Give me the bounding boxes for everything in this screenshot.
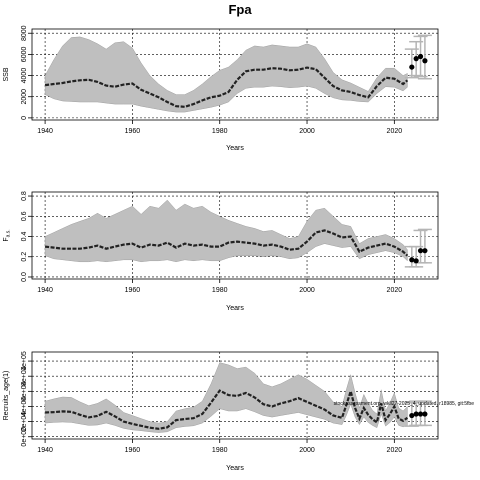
median-line: [44, 66, 409, 108]
x-tick-label: 1980: [212, 287, 228, 294]
y-tick-label: 2000: [21, 89, 28, 105]
panels: 1940 1960 1980 2000 2020 0 2000 4000 6000 8000 Yea…: [3, 25, 474, 472]
projection-point: [409, 412, 415, 419]
y-tick-label: 6000: [21, 47, 28, 63]
x-tick-label: 2000: [299, 128, 315, 135]
credit-annotation: stockassessment.org, wkll27-2025_4_updat…: [334, 401, 475, 407]
panel-1: 1940 1960 1980 2000 2020 0 2000 4000 6000 8000 Yea…: [3, 25, 439, 152]
x-tick-label: 1940: [37, 128, 53, 135]
projection-point: [409, 257, 415, 263]
x-tick-label: 2020: [387, 128, 403, 135]
median-line: [45, 387, 409, 430]
panel-2: 1940 1960 1980 2000 2020 0.0 0.2 0.4 0.6 0.8 Years…: [3, 191, 439, 312]
x-tick-label: 2020: [387, 447, 403, 454]
x-tick-label: 1980: [212, 128, 228, 135]
projection-point: [413, 56, 419, 62]
y-tick-label: 4e+04: [21, 397, 28, 417]
x-tick-label: 1940: [37, 287, 53, 294]
confidence-band: [44, 36, 408, 113]
y-tick-label: 2e+04: [21, 412, 28, 432]
x-tick-label: 1980: [212, 447, 228, 454]
y-tick-label: 8e+04: [21, 366, 28, 386]
projection-point: [413, 411, 419, 417]
x-tick-label: 1940: [37, 447, 53, 454]
x-axis-label: Years: [226, 465, 244, 472]
y-tick-label: 0.0: [21, 272, 28, 282]
y-tick-label: 0.2: [21, 252, 28, 262]
confidence-band: [44, 199, 408, 263]
x-tick-label: 1960: [125, 447, 141, 454]
y-tick-label: 0.8: [21, 191, 28, 201]
projection-point: [417, 248, 424, 254]
chart-title: Fpa: [228, 2, 252, 17]
x-axis-label: Years: [226, 305, 244, 312]
y-tick-label: 6e+04: [21, 381, 28, 401]
projection-point: [409, 64, 415, 70]
y-axis-label-subscript: a.s.: [6, 229, 12, 237]
plot-frame: [31, 191, 439, 280]
x-tick-label: 2000: [299, 447, 315, 454]
projection-point: [417, 53, 424, 60]
y-tick-label: 0.6: [21, 211, 28, 221]
x-tick-label: 2000: [299, 287, 315, 294]
projection-point: [422, 248, 428, 254]
plot-frame: [31, 28, 439, 121]
x-tick-label: 1960: [125, 287, 141, 294]
y-tick-label: 8000: [21, 25, 28, 41]
y-axis-label: SSB: [3, 67, 10, 81]
projection-point: [422, 58, 428, 64]
projection-point: [413, 258, 419, 264]
y-tick-label: 0e+00: [21, 427, 28, 447]
x-axis-label: Years: [226, 145, 244, 152]
projection-point: [417, 411, 424, 417]
y-tick-label: 4000: [21, 68, 28, 84]
y-tick-label: 0: [21, 116, 28, 120]
y-tick-label: 0.4: [21, 232, 28, 242]
x-tick-label: 2020: [387, 287, 403, 294]
y-axis-label: Fa.s.: [3, 229, 12, 241]
plot-frame: [31, 351, 439, 440]
panel-3: 1940 1960 1980 2000 2020 0e+002e+044e+046e+04…: [3, 351, 474, 472]
y-tick-label: 1e+05: [21, 351, 28, 371]
projection-point: [422, 411, 428, 417]
y-axis-label: Recruits_age(1): [3, 371, 10, 421]
median-line: [44, 229, 409, 257]
x-tick-label: 1960: [125, 128, 141, 135]
